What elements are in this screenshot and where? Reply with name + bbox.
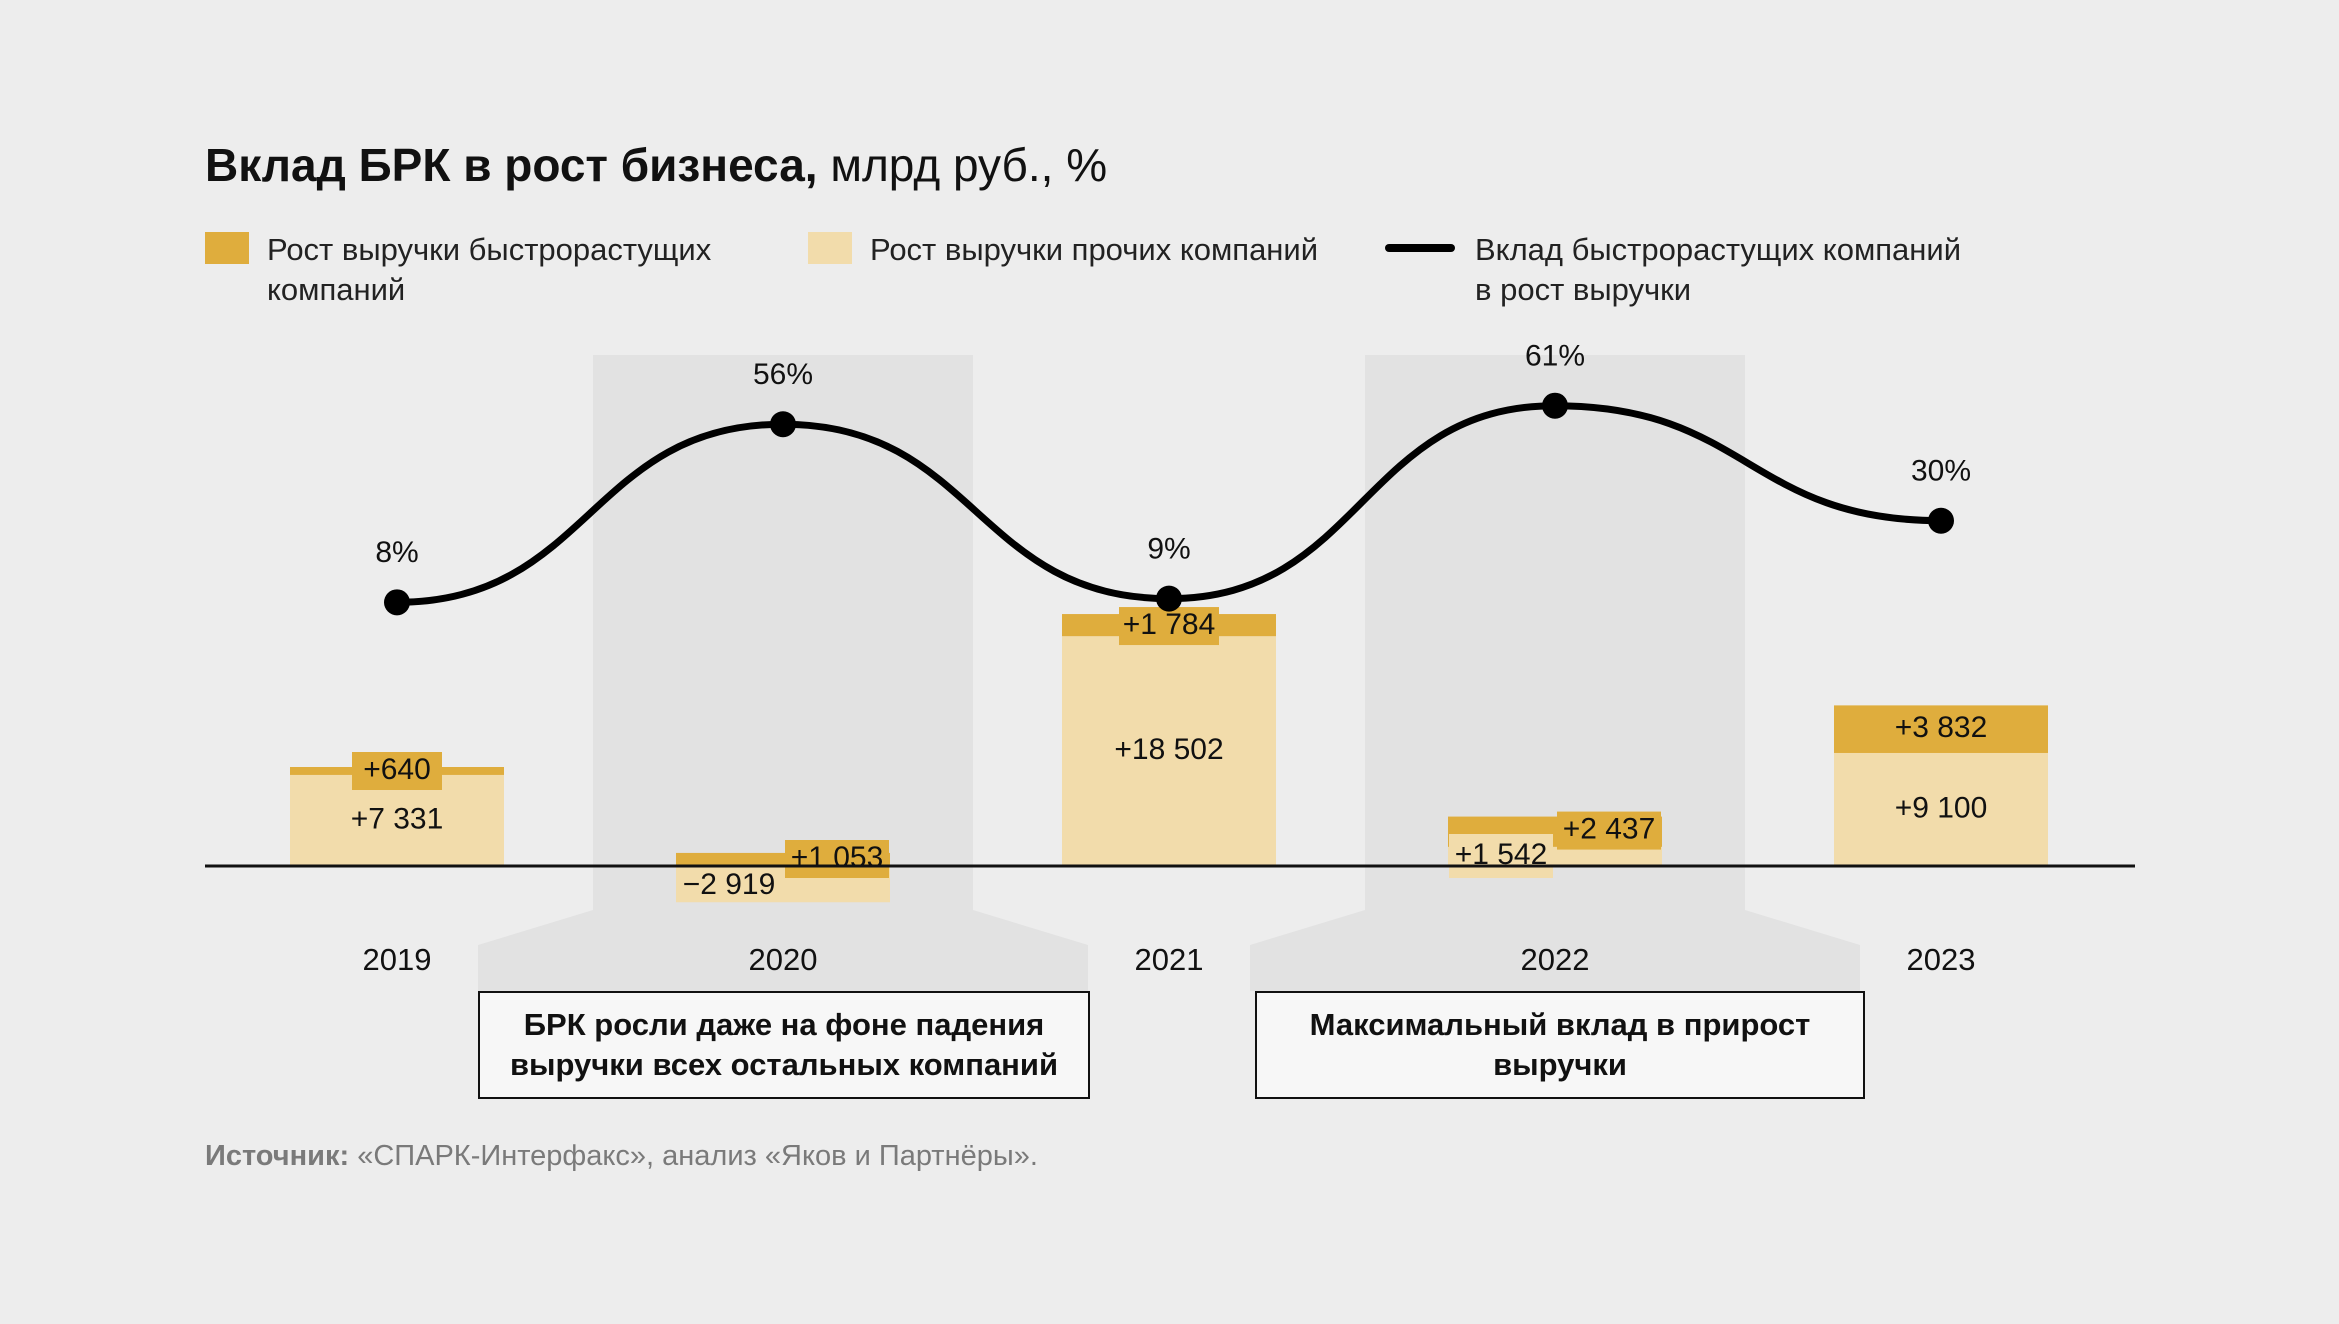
line-label-2022: 61% <box>1525 340 1585 373</box>
source-note: Источник: «СПАРК-Интерфакс», анализ «Яко… <box>205 1140 1038 1173</box>
bar-other-label-bg-2022 <box>1449 834 1553 878</box>
bar-fast-label-2021: +1 784 <box>1123 608 1216 641</box>
bar-other-label-2021: +18 502 <box>1114 733 1223 766</box>
line-point-2023 <box>1928 507 1954 534</box>
bar-fast-label-bg-2021 <box>1119 607 1219 646</box>
legend-item-fast: Рост выручки быстрорастущих компаний <box>205 230 711 310</box>
legend-swatch-fast <box>205 232 249 264</box>
line-point-2020 <box>770 411 796 438</box>
x-tick-label-2023: 2023 <box>1907 942 1976 977</box>
chart-title-bold: Вклад БРК в рост бизнеса, <box>205 139 818 191</box>
bar-fast-label-bg-2020 <box>785 840 889 878</box>
legend-swatch-other <box>808 232 852 264</box>
x-tick-label-2019: 2019 <box>363 942 432 977</box>
bar-fast-label-2022: +2 437 <box>1563 813 1656 846</box>
legend-label-fast: Рост выручки быстрорастущих компаний <box>267 232 712 307</box>
bar-other-label-2020: −2 919 <box>683 868 776 901</box>
bar-other-2021 <box>1062 636 1276 866</box>
line-label-2021: 9% <box>1147 533 1190 566</box>
line-label-2023: 30% <box>1911 455 1971 488</box>
bar-fast-label-bg-2022 <box>1557 811 1661 850</box>
bar-fast-label-2023: +3 832 <box>1895 711 1988 744</box>
chart-title: Вклад БРК в рост бизнеса, млрд руб., % <box>205 138 1107 192</box>
line-point-2019 <box>384 589 410 616</box>
callout-2022: Максимальный вклад в прирост выручки <box>1255 991 1865 1099</box>
highlight-band-2020 <box>478 355 1088 991</box>
bar-fast-2023 <box>1834 705 2048 753</box>
bar-other-2019 <box>290 774 504 866</box>
bar-other-label-2023: +9 100 <box>1895 791 1988 824</box>
x-tick-label-2022: 2022 <box>1521 942 1590 977</box>
chart-title-units: млрд руб., % <box>817 139 1108 191</box>
bar-other-label-2019: +7 331 <box>351 802 444 835</box>
bar-fast-label-2019: +640 <box>363 753 431 786</box>
bar-fast-label-bg-2019 <box>352 752 442 791</box>
x-tick-label-2021: 2021 <box>1135 942 1204 977</box>
callout-2020: БРК росли даже на фоне падения выручки в… <box>478 991 1090 1099</box>
legend-line-swatch <box>1385 244 1455 252</box>
line-point-2022 <box>1542 392 1568 419</box>
x-tick-label-2020: 2020 <box>749 942 818 977</box>
legend-item-line: Вклад быстрорастущих компаний в рост выр… <box>1385 230 1961 310</box>
legend-item-other: Рост выручки прочих компаний <box>808 230 1318 270</box>
line-label-2019: 8% <box>375 536 418 569</box>
source-text: «СПАРК-Интерфакс», анализ «Яков и Партнё… <box>349 1140 1038 1172</box>
bar-fast-label-2020: +1 053 <box>791 841 884 874</box>
highlight-band-2022 <box>1250 355 1860 991</box>
line-point-2021 <box>1156 585 1182 612</box>
bar-other-2023 <box>1834 752 2048 866</box>
legend-label-line: Вклад быстрорастущих компаний в рост выр… <box>1475 232 1962 307</box>
line-label-2020: 56% <box>753 358 813 391</box>
source-label: Источник: <box>205 1140 350 1172</box>
legend-label-other: Рост выручки прочих компаний <box>870 232 1319 267</box>
